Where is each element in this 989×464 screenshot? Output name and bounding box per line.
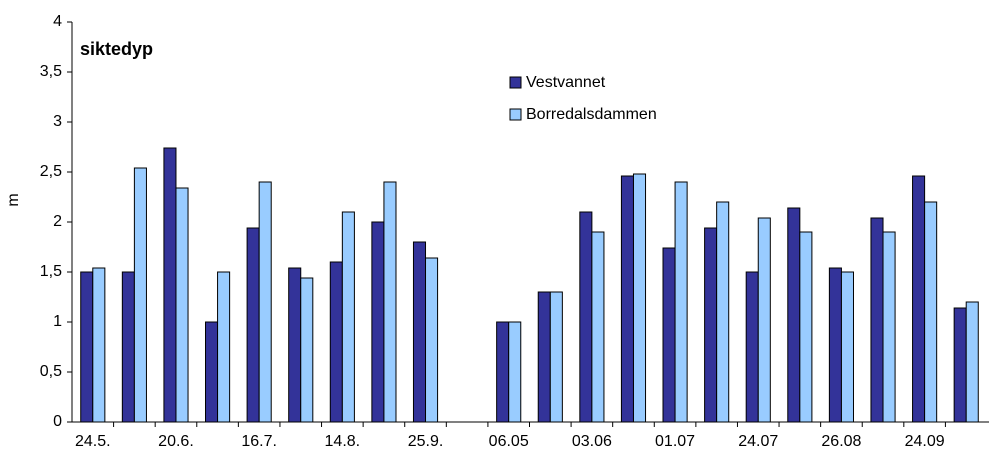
legend-label: Vestvannet — [526, 74, 606, 91]
bar — [205, 321, 219, 423]
bar — [92, 267, 106, 423]
bar — [662, 247, 676, 423]
bar — [787, 207, 801, 423]
bar — [341, 211, 355, 423]
legend-label: Borredalsdammen — [526, 106, 657, 123]
bar — [329, 261, 343, 423]
x-tick-label: 26.08 — [821, 433, 861, 450]
x-tick-label: 24.09 — [905, 433, 945, 450]
x-tick-label: 16.7. — [241, 433, 277, 450]
y-axis-label: m — [5, 193, 22, 206]
bar — [217, 271, 231, 423]
bar — [632, 173, 647, 423]
bar — [496, 321, 510, 423]
x-tick-label: 03.06 — [572, 433, 612, 450]
y-tick-label: 1 — [53, 313, 62, 330]
bar — [175, 187, 189, 423]
x-tick-label: 20.6. — [158, 433, 194, 450]
bar — [912, 175, 926, 423]
x-tick-label: 24.5. — [75, 433, 111, 450]
bar — [591, 231, 605, 423]
bar — [508, 321, 522, 423]
y-tick-label: 2 — [53, 213, 62, 230]
bar — [258, 181, 272, 423]
bar — [828, 267, 842, 423]
bar — [549, 291, 563, 423]
x-tick-label: 06.05 — [489, 433, 529, 450]
y-tick-label: 3 — [53, 113, 62, 130]
bar — [924, 201, 938, 423]
bar — [80, 271, 94, 423]
y-tick-label: 0,5 — [40, 363, 62, 380]
bar — [757, 217, 771, 423]
bar — [799, 231, 813, 423]
bar — [537, 291, 551, 423]
chart-title: siktedyp — [80, 39, 153, 59]
bar — [579, 211, 593, 423]
bar — [716, 201, 730, 423]
x-tick-label: 24.07 — [738, 433, 778, 450]
bar — [674, 181, 688, 423]
bar — [133, 167, 147, 423]
bar — [953, 307, 967, 423]
x-tick-label: 25.9. — [408, 433, 444, 450]
bar — [745, 271, 759, 423]
bar — [383, 181, 397, 423]
legend-swatch — [509, 76, 522, 89]
y-tick-label: 4 — [53, 13, 62, 30]
bar — [620, 175, 634, 423]
y-tick-label: 3,5 — [40, 63, 62, 80]
bar — [163, 147, 177, 423]
bar — [965, 301, 979, 423]
y-tick-label: 0 — [53, 413, 62, 430]
bar — [371, 221, 385, 423]
y-tick-label: 1,5 — [40, 263, 62, 280]
bar — [704, 227, 718, 423]
bar — [121, 271, 135, 423]
bar — [300, 277, 314, 423]
bar — [840, 271, 854, 423]
bar — [288, 267, 302, 423]
legend-swatch — [509, 108, 522, 121]
bar — [425, 257, 439, 423]
x-tick-label: 01.07 — [655, 433, 695, 450]
y-tick-label: 2,5 — [40, 163, 62, 180]
bar — [246, 227, 260, 423]
bar — [412, 241, 427, 423]
bar — [870, 217, 884, 423]
bar — [882, 231, 896, 423]
x-tick-label: 14.8. — [325, 433, 361, 450]
